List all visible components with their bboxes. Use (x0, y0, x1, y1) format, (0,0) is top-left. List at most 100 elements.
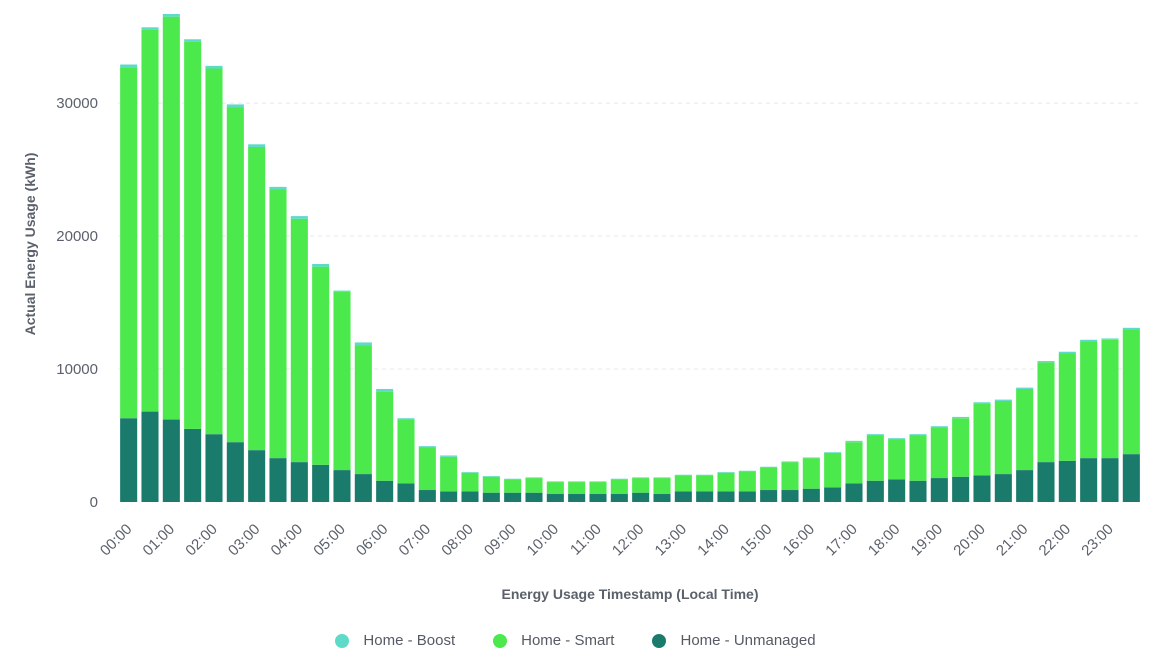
legend-item-boost[interactable]: Home - Boost (335, 632, 455, 649)
bar-home-unmanaged-0730[interactable] (440, 491, 458, 502)
bar-home-boost-0700[interactable] (418, 446, 436, 448)
bar-home-boost-2130[interactable] (1037, 361, 1055, 363)
bar-home-smart-1630[interactable] (824, 452, 842, 488)
bar-home-boost-1330[interactable] (696, 474, 714, 476)
legend-item-unmanaged[interactable]: Home - Unmanaged (652, 632, 816, 649)
bar-home-boost-1700[interactable] (845, 440, 863, 443)
bar-home-boost-1130[interactable] (610, 478, 628, 480)
bar-home-smart-0900[interactable] (504, 479, 522, 493)
bar-home-smart-1200[interactable] (632, 478, 650, 493)
bar-home-boost-0430[interactable] (312, 263, 330, 267)
bar-home-smart-1400[interactable] (717, 472, 735, 492)
bar-home-smart-1530[interactable] (781, 462, 799, 491)
bar-home-unmanaged-1800[interactable] (888, 479, 906, 502)
bar-home-smart-2030[interactable] (994, 400, 1012, 475)
bar-home-boost-0400[interactable] (290, 216, 308, 219)
bar-home-boost-0330[interactable] (269, 186, 287, 190)
bar-home-smart-0030[interactable] (141, 29, 159, 412)
bar-home-smart-0500[interactable] (333, 291, 351, 471)
bar-home-smart-1900[interactable] (930, 427, 948, 479)
bar-home-smart-1600[interactable] (802, 458, 820, 489)
bar-home-boost-2200[interactable] (1058, 351, 1076, 354)
bar-home-unmanaged-2130[interactable] (1037, 462, 1055, 502)
bar-home-boost-0730[interactable] (440, 455, 458, 457)
bar-home-boost-2330[interactable] (1122, 327, 1140, 330)
bar-home-boost-1500[interactable] (760, 466, 778, 468)
bar-home-unmanaged-0000[interactable] (120, 418, 138, 502)
bar-home-unmanaged-0400[interactable] (290, 462, 308, 502)
bar-home-boost-0830[interactable] (482, 476, 500, 477)
bar-home-boost-1600[interactable] (802, 457, 820, 459)
bar-home-smart-1330[interactable] (696, 475, 714, 492)
bar-home-boost-1400[interactable] (717, 472, 735, 473)
bar-home-smart-2000[interactable] (973, 403, 991, 476)
bar-home-smart-0100[interactable] (162, 16, 180, 420)
bar-home-unmanaged-1100[interactable] (589, 494, 607, 502)
bar-home-unmanaged-0230[interactable] (226, 442, 244, 502)
bar-home-boost-0930[interactable] (525, 477, 543, 479)
bar-home-unmanaged-0300[interactable] (248, 450, 266, 502)
bar-home-unmanaged-1200[interactable] (632, 492, 650, 502)
bar-home-unmanaged-0600[interactable] (376, 480, 394, 502)
bar-home-unmanaged-1300[interactable] (674, 491, 692, 502)
bar-home-boost-0800[interactable] (461, 472, 479, 473)
bar-home-unmanaged-2000[interactable] (973, 475, 991, 502)
bar-home-unmanaged-1500[interactable] (760, 490, 778, 502)
bar-home-smart-2200[interactable] (1058, 353, 1076, 461)
bar-home-boost-1730[interactable] (866, 434, 884, 436)
bar-home-boost-1630[interactable] (824, 452, 842, 453)
bar-home-smart-0400[interactable] (290, 218, 308, 463)
bar-home-smart-2230[interactable] (1080, 341, 1098, 459)
bar-home-boost-1800[interactable] (888, 438, 906, 440)
bar-home-unmanaged-0630[interactable] (397, 483, 415, 502)
bar-home-smart-0330[interactable] (269, 189, 287, 459)
bar-home-unmanaged-0130[interactable] (184, 428, 202, 502)
bar-home-unmanaged-0930[interactable] (525, 492, 543, 502)
bar-home-boost-1300[interactable] (674, 474, 692, 476)
bar-home-smart-0600[interactable] (376, 391, 394, 481)
bar-home-boost-1900[interactable] (930, 426, 948, 428)
bar-home-unmanaged-0330[interactable] (269, 458, 287, 502)
bar-home-smart-0730[interactable] (440, 456, 458, 492)
bar-home-unmanaged-0900[interactable] (504, 492, 522, 502)
bar-home-boost-2300[interactable] (1101, 338, 1119, 340)
bar-home-unmanaged-1130[interactable] (610, 494, 628, 502)
bar-home-smart-1100[interactable] (589, 482, 607, 495)
bar-home-unmanaged-1230[interactable] (653, 494, 671, 502)
bar-home-boost-0530[interactable] (354, 342, 372, 346)
bar-home-boost-0600[interactable] (376, 388, 394, 392)
bar-home-smart-0000[interactable] (120, 67, 138, 419)
bar-home-boost-0100[interactable] (162, 13, 180, 17)
bar-home-boost-0230[interactable] (226, 104, 244, 108)
bar-home-boost-2100[interactable] (1016, 387, 1034, 389)
bar-home-unmanaged-1600[interactable] (802, 488, 820, 502)
bar-home-boost-1230[interactable] (653, 477, 671, 479)
bar-home-smart-1830[interactable] (909, 435, 927, 481)
bar-home-smart-1430[interactable] (738, 471, 756, 492)
bar-home-unmanaged-1930[interactable] (952, 476, 970, 502)
bar-home-unmanaged-0430[interactable] (312, 464, 330, 502)
bar-home-unmanaged-0500[interactable] (333, 470, 351, 502)
legend-item-smart[interactable]: Home - Smart (493, 632, 614, 649)
bar-home-unmanaged-0800[interactable] (461, 491, 479, 502)
bar-home-boost-0300[interactable] (248, 144, 266, 147)
bar-home-unmanaged-2330[interactable] (1122, 454, 1140, 502)
bar-home-smart-2300[interactable] (1101, 339, 1119, 459)
bar-home-smart-0700[interactable] (418, 447, 436, 491)
bar-home-boost-1830[interactable] (909, 434, 927, 436)
bar-home-boost-0630[interactable] (397, 418, 415, 420)
bar-home-unmanaged-2200[interactable] (1058, 460, 1076, 502)
bar-home-unmanaged-0100[interactable] (162, 419, 180, 502)
bar-home-smart-0630[interactable] (397, 419, 415, 484)
bar-home-boost-1200[interactable] (632, 477, 650, 479)
bar-home-unmanaged-1630[interactable] (824, 487, 842, 502)
bar-home-smart-1730[interactable] (866, 435, 884, 481)
bar-home-smart-0200[interactable] (205, 68, 223, 435)
bar-home-boost-1100[interactable] (589, 481, 607, 483)
bar-home-boost-0900[interactable] (504, 478, 522, 480)
bar-home-boost-2030[interactable] (994, 399, 1012, 401)
bar-home-boost-2000[interactable] (973, 402, 991, 404)
bar-home-unmanaged-2300[interactable] (1101, 458, 1119, 502)
bar-home-boost-0200[interactable] (205, 65, 223, 69)
bar-home-smart-0930[interactable] (525, 478, 543, 493)
